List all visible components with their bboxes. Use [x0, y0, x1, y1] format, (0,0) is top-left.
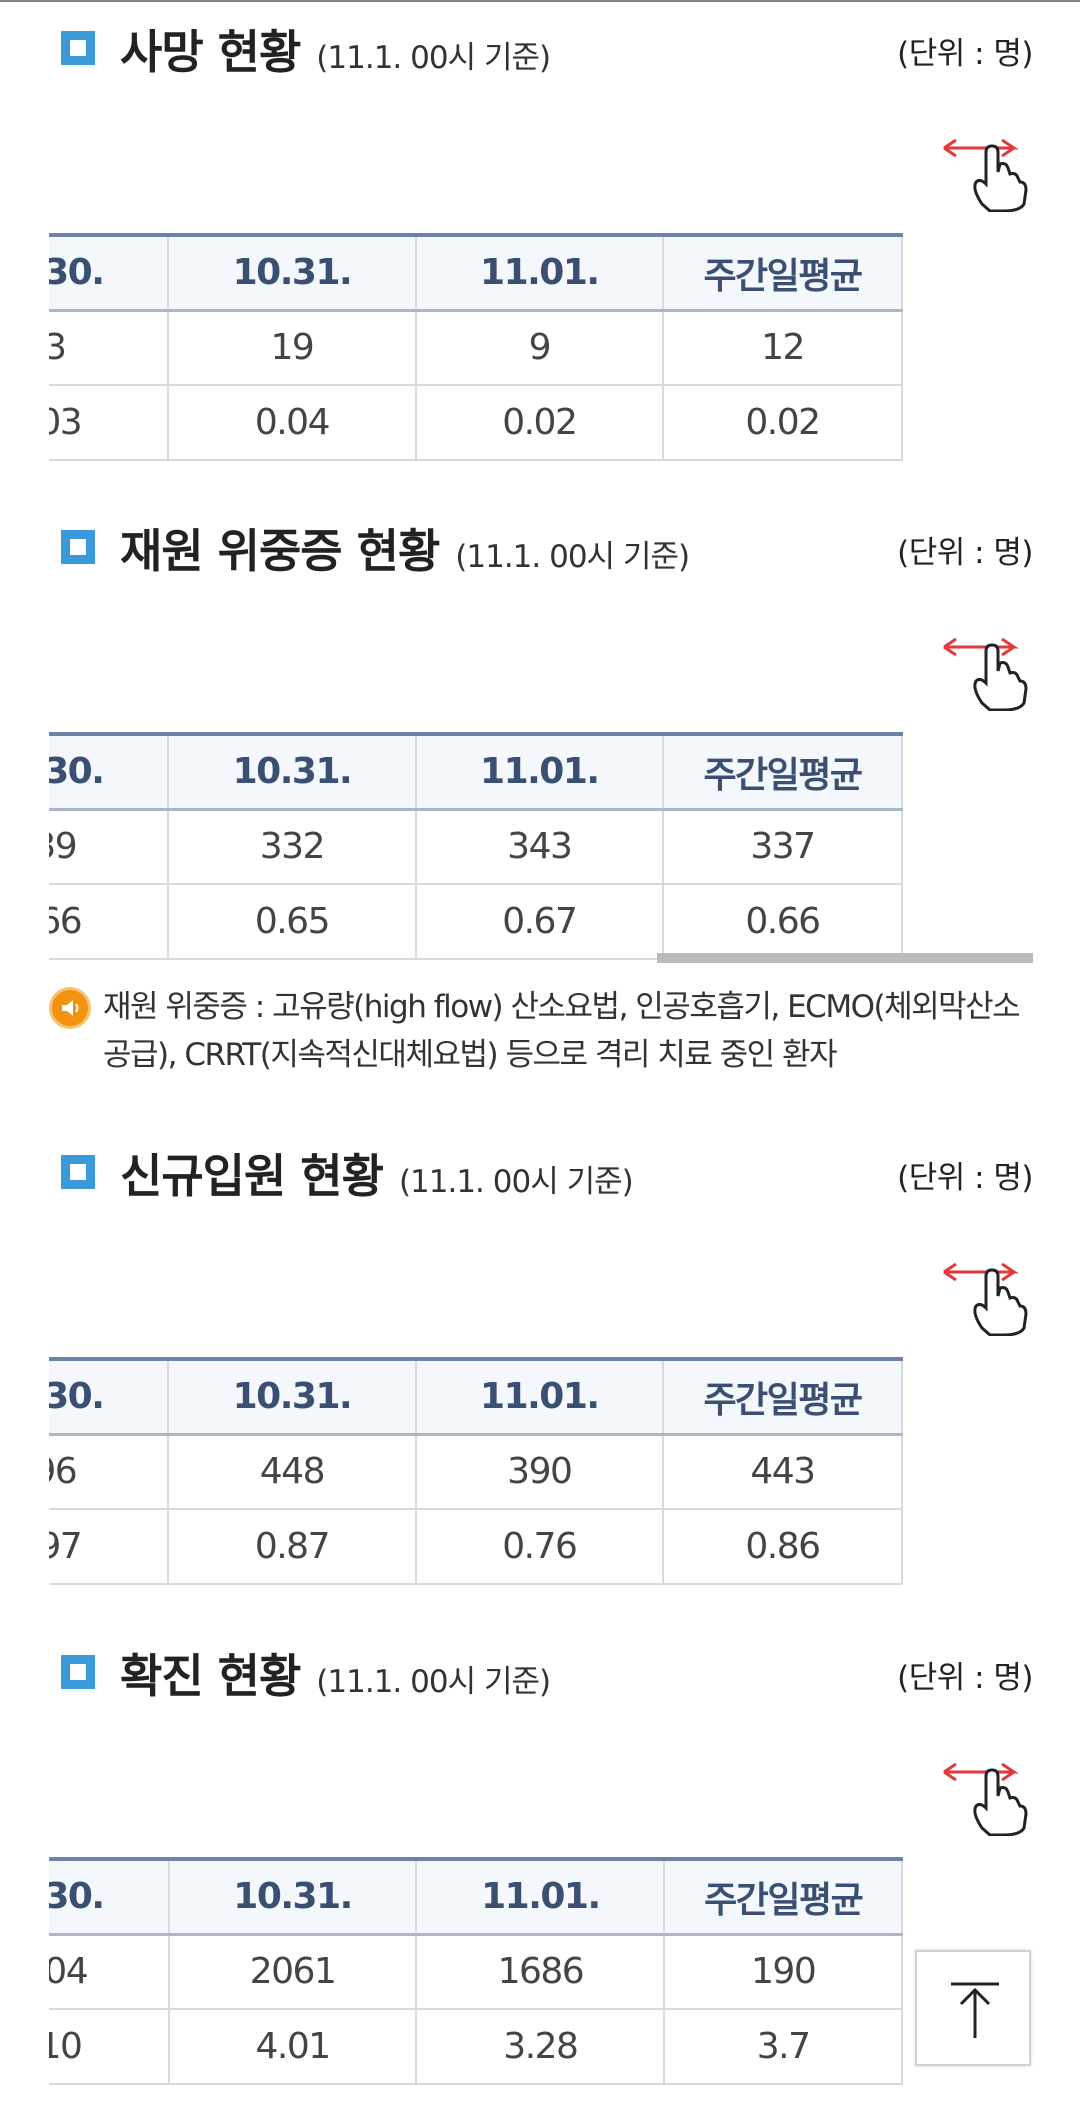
top-divider [0, 0, 1080, 2]
column-header: 10.30. [49, 732, 170, 811]
section-basis: (11.1. 00시 기준) [316, 1664, 551, 1700]
table-row: 13 19 9 12 [49, 309, 904, 386]
column-header: 11.01. [414, 732, 664, 811]
swipe-hand-icon [943, 1762, 1028, 1836]
column-header: 10.31. [167, 1357, 417, 1436]
section-unit: (단위 : 명) [897, 1160, 1033, 1196]
table-cell: 337 [661, 808, 904, 885]
column-header: 주간일평균 [661, 1357, 904, 1436]
confirmed-table-viewport[interactable]: 10.30. 10.31. 11.01. 주간일평균 2104 2061 168… [49, 1857, 1033, 2087]
section-title: 사망 현황 (11.1. 00시 기준) [120, 25, 551, 79]
table-cell: 0.97 [49, 1508, 170, 1585]
table-cell: 339 [49, 808, 170, 885]
table-header-row: 10.30. 10.31. 11.01. 주간일평균 [49, 1857, 903, 1936]
column-header: 10.31. [167, 732, 417, 811]
table-cell: 0.02 [414, 384, 664, 461]
table-cell: 3.7 [663, 2008, 903, 2085]
column-header: 10.31. [167, 1857, 418, 1936]
square-bullet-icon [61, 31, 95, 65]
table-cell: 2104 [49, 1933, 170, 2010]
table-row: 339 332 343 337 [49, 808, 904, 885]
critical-definition-note: 재원 위중증 : 고유량(high flow) 산소요법, 인공호흡기, ECM… [49, 983, 1039, 1083]
table-cell: 4.01 [167, 2008, 418, 2085]
confirmed-table: 10.30. 10.31. 11.01. 주간일평균 2104 2061 168… [49, 1857, 903, 2085]
critical-table-viewport[interactable]: 10.30. 10.31. 11.01. 주간일평균 339 332 343 3… [49, 732, 1033, 962]
table-row: 4.10 4.01 3.28 3.7 [49, 2008, 903, 2085]
table-cell: 332 [167, 808, 417, 885]
deaths-table: 10.30. 10.31. 11.01. 주간일평균 13 19 9 12 0.… [49, 233, 904, 461]
table-row: 0.97 0.87 0.76 0.86 [49, 1508, 904, 1585]
section-basis: (11.1. 00시 기준) [455, 539, 690, 575]
table-row: 2104 2061 1686 190 [49, 1933, 903, 2010]
table-cell: 12 [661, 309, 904, 386]
section-title: 재원 위중증 현황 (11.1. 00시 기준) [120, 524, 690, 578]
square-bullet-icon [61, 530, 95, 564]
new-admissions-table-viewport[interactable]: 10.30. 10.31. 11.01. 주간일평균 496 448 390 4… [49, 1357, 1033, 1587]
table-cell: 0.86 [661, 1508, 904, 1585]
table-cell: 1686 [415, 1933, 666, 2010]
note-text: 재원 위중증 : 고유량(high flow) 산소요법, 인공호흡기, ECM… [103, 989, 1021, 1073]
column-header: 10.30. [49, 233, 170, 312]
table-cell: 4.10 [49, 2008, 170, 2085]
section-header: 사망 현황 (11.1. 00시 기준) (단위 : 명) [61, 14, 1033, 79]
section-unit: (단위 : 명) [897, 535, 1033, 571]
table-cell: 0.66 [661, 883, 904, 960]
table-cell: 443 [661, 1433, 904, 1510]
table-cell: 0.66 [49, 883, 170, 960]
section-basis: (11.1. 00시 기준) [398, 1164, 634, 1200]
table-cell: 190 [663, 1933, 903, 2010]
table-cell: 0.04 [167, 384, 417, 461]
table-cell: 0.02 [661, 384, 904, 461]
section-basis: (11.1. 00시 기준) [316, 40, 551, 76]
section-unit: (단위 : 명) [897, 36, 1033, 72]
table-cell: 343 [414, 808, 664, 885]
table-row: 0.03 0.04 0.02 0.02 [49, 384, 904, 461]
table-header-row: 10.30. 10.31. 11.01. 주간일평균 [49, 1357, 904, 1436]
horizontal-scrollbar[interactable] [657, 953, 1033, 963]
square-bullet-icon [61, 1655, 95, 1689]
table-header-row: 10.30. 10.31. 11.01. 주간일평균 [49, 233, 904, 312]
critical-table: 10.30. 10.31. 11.01. 주간일평균 339 332 343 3… [49, 732, 904, 960]
column-header: 11.01. [414, 233, 664, 312]
table-cell: 19 [167, 309, 417, 386]
table-cell: 0.03 [49, 384, 170, 461]
swipe-hand-icon [943, 1262, 1028, 1336]
column-header: 주간일평균 [661, 732, 904, 811]
column-header: 11.01. [414, 1357, 664, 1436]
table-header-row: 10.30. 10.31. 11.01. 주간일평균 [49, 732, 904, 811]
table-cell: 13 [49, 309, 170, 386]
table-cell: 2061 [167, 1933, 418, 2010]
table-cell: 0.76 [414, 1508, 664, 1585]
arrow-up-icon [951, 1982, 999, 2038]
table-cell: 0.87 [167, 1508, 417, 1585]
swipe-hand-icon [943, 637, 1028, 711]
section-header: 재원 위중증 현황 (11.1. 00시 기준) (단위 : 명) [61, 513, 1033, 578]
section-header: 신규입원 현황 (11.1. 00시 기준) (단위 : 명) [61, 1138, 1033, 1203]
new-admissions-table: 10.30. 10.31. 11.01. 주간일평균 496 448 390 4… [49, 1357, 904, 1585]
speaker-icon [49, 987, 91, 1029]
table-cell: 9 [414, 309, 664, 386]
table-cell: 496 [49, 1433, 170, 1510]
square-bullet-icon [61, 1155, 95, 1189]
table-row: 496 448 390 443 [49, 1433, 904, 1510]
section-header: 확진 현황 (11.1. 00시 기준) (단위 : 명) [61, 1638, 1033, 1703]
swipe-hand-icon [943, 138, 1028, 212]
column-header: 11.01. [415, 1857, 666, 1936]
back-to-top-button[interactable] [915, 1950, 1031, 2066]
table-cell: 0.67 [414, 883, 664, 960]
table-cell: 390 [414, 1433, 664, 1510]
table-cell: 3.28 [415, 2008, 666, 2085]
column-header: 주간일평균 [661, 233, 904, 312]
table-row: 0.66 0.65 0.67 0.66 [49, 883, 904, 960]
column-header: 주간일평균 [663, 1857, 903, 1936]
column-header: 10.30. [49, 1357, 170, 1436]
column-header: 10.31. [167, 233, 417, 312]
table-cell: 0.65 [167, 883, 417, 960]
section-title: 확진 현황 (11.1. 00시 기준) [120, 1649, 551, 1703]
table-cell: 448 [167, 1433, 417, 1510]
deaths-table-viewport[interactable]: 10.30. 10.31. 11.01. 주간일평균 13 19 9 12 0.… [49, 233, 1033, 463]
section-title: 신규입원 현황 (11.1. 00시 기준) [120, 1149, 634, 1203]
section-unit: (단위 : 명) [897, 1660, 1033, 1696]
column-header: 10.30. [49, 1857, 170, 1936]
